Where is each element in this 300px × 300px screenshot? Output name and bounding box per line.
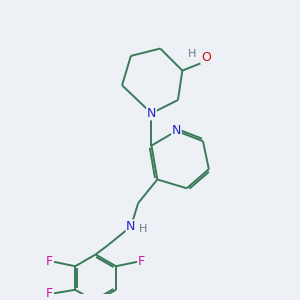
Text: F: F (138, 255, 145, 268)
Text: N: N (172, 124, 181, 137)
Text: H: H (139, 224, 147, 234)
Text: F: F (46, 287, 53, 300)
Text: H: H (188, 49, 196, 58)
Text: N: N (147, 107, 156, 120)
Text: O: O (201, 51, 211, 64)
Text: N: N (126, 220, 136, 233)
Text: F: F (46, 255, 53, 268)
